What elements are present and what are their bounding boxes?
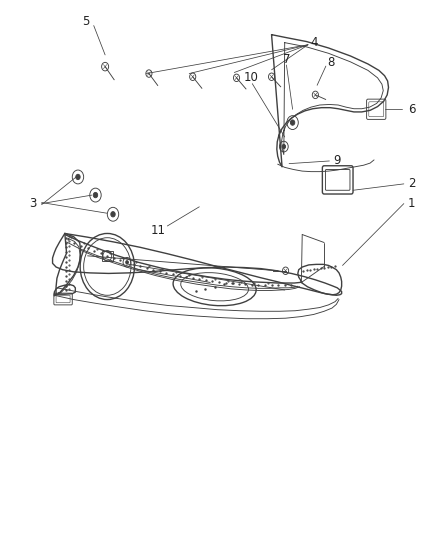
- Text: 6: 6: [408, 103, 416, 116]
- Text: 4: 4: [311, 36, 318, 49]
- Text: 11: 11: [151, 224, 166, 237]
- Text: 8: 8: [328, 56, 335, 69]
- Circle shape: [282, 144, 286, 149]
- Text: 10: 10: [244, 71, 259, 84]
- Circle shape: [93, 192, 98, 198]
- Text: 1: 1: [408, 197, 416, 210]
- Circle shape: [76, 174, 80, 180]
- Circle shape: [111, 212, 115, 217]
- Text: 5: 5: [83, 15, 90, 28]
- Text: 7: 7: [283, 53, 290, 66]
- Circle shape: [126, 261, 128, 264]
- Circle shape: [290, 120, 295, 125]
- Text: 2: 2: [408, 177, 416, 190]
- Text: 3: 3: [29, 197, 36, 210]
- Text: 9: 9: [333, 155, 341, 167]
